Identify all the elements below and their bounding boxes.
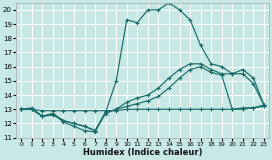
X-axis label: Humidex (Indice chaleur): Humidex (Indice chaleur) <box>83 148 202 157</box>
